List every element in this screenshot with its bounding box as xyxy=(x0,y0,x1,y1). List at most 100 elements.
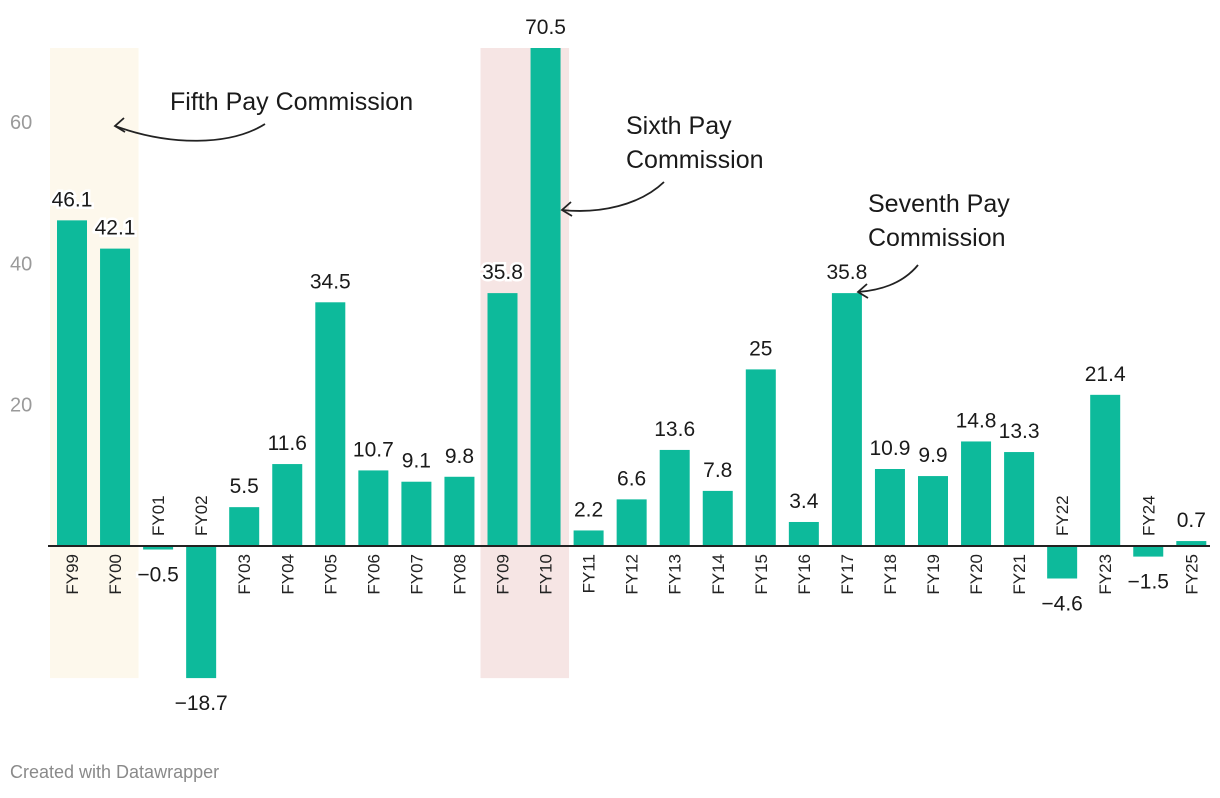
value-label: 3.4 xyxy=(789,490,819,513)
bar-FY12 xyxy=(616,499,647,546)
x-tick-label: FY08 xyxy=(450,554,469,595)
annotation-arrow xyxy=(114,123,266,142)
bar-FY02 xyxy=(186,546,217,679)
value-label: 46.1 xyxy=(52,188,93,211)
bar-FY21 xyxy=(1004,452,1035,546)
annotation-arrowhead xyxy=(560,201,573,217)
value-label: −4.6 xyxy=(1041,592,1082,615)
x-tick-label: FY23 xyxy=(1096,554,1115,595)
value-label: 13.6 xyxy=(654,418,695,441)
annotation-text: Seventh Pay xyxy=(868,190,1010,218)
bar-FY08 xyxy=(444,476,475,546)
x-axis-labels: FY99 FY00 FY01 FY02 FY03 FY04 FY05 FY06 FY07 FY08… xyxy=(63,495,1201,594)
bar-FY07 xyxy=(401,481,432,546)
value-label: 6.6 xyxy=(617,467,646,490)
value-label: −0.5 xyxy=(137,564,178,587)
annotations: Fifth Pay Commission Sixth Pay Commission S… xyxy=(113,88,1010,299)
value-label: −18.7 xyxy=(175,692,228,715)
value-label: 14.8 xyxy=(956,409,997,432)
bars xyxy=(57,48,1207,679)
x-tick-label: FY09 xyxy=(494,554,513,595)
bar-FY00 xyxy=(100,248,131,546)
x-tick-label: FY02 xyxy=(192,495,211,536)
bar-FY16 xyxy=(788,521,819,546)
bar-FY17 xyxy=(831,293,862,546)
x-tick-label: FY13 xyxy=(666,554,685,595)
x-tick-label: FY18 xyxy=(881,554,900,595)
annotation-text: Commission xyxy=(868,224,1006,252)
value-label: 42.1 xyxy=(95,217,136,240)
value-label: −1.5 xyxy=(1128,571,1169,594)
bar-FY09 xyxy=(487,293,518,546)
value-label: 21.4 xyxy=(1085,363,1126,386)
bar-FY25 xyxy=(1176,541,1207,546)
bar-FY04 xyxy=(272,464,303,546)
bar-FY24 xyxy=(1133,546,1164,557)
bar-FY15 xyxy=(745,369,776,546)
x-tick-label: FY25 xyxy=(1182,554,1201,595)
value-label: 9.9 xyxy=(918,444,947,467)
annotation-text: Commission xyxy=(626,146,764,174)
bar-FY11 xyxy=(573,530,604,546)
y-tick-label: 20 xyxy=(10,395,32,417)
y-tick-label: 60 xyxy=(10,112,32,134)
x-tick-label: FY14 xyxy=(709,554,728,595)
x-tick-label: FY19 xyxy=(924,554,943,595)
value-label: 34.5 xyxy=(310,270,351,293)
x-tick-label: FY06 xyxy=(364,554,383,595)
bar-FY22 xyxy=(1047,546,1078,579)
value-label: 0.7 xyxy=(1177,509,1206,532)
x-tick-label: FY04 xyxy=(278,554,297,595)
x-tick-label: FY01 xyxy=(149,495,168,536)
annotation-text: Fifth Pay Commission xyxy=(170,88,413,116)
bar-FY10 xyxy=(530,48,561,546)
value-label: 2.2 xyxy=(574,498,603,521)
x-tick-label: FY24 xyxy=(1139,495,1158,536)
bar-FY05 xyxy=(315,302,346,546)
value-label: 13.3 xyxy=(999,420,1040,443)
value-label: 70.5 xyxy=(525,16,566,39)
x-tick-label: FY15 xyxy=(752,554,771,595)
annotation-arrow xyxy=(857,264,919,293)
value-label: 35.8 xyxy=(482,261,523,284)
value-label: 35.8 xyxy=(826,261,867,284)
x-tick-label: FY22 xyxy=(1053,495,1072,536)
bar-FY14 xyxy=(702,490,733,546)
bar-FY20 xyxy=(961,441,992,546)
annotation-arrowhead xyxy=(113,117,126,133)
x-tick-label: FY05 xyxy=(321,554,340,595)
bar-FY03 xyxy=(229,507,260,546)
value-label: 7.8 xyxy=(703,459,732,482)
value-labels: 46.142.1 −0.5 −18.7 5.5 11.6 34.5 10.7 9.1 9.8 35… xyxy=(49,14,1208,718)
x-tick-label: FY12 xyxy=(623,554,642,595)
bar-FY06 xyxy=(358,470,389,546)
bar-FY13 xyxy=(659,449,690,546)
bar-FY19 xyxy=(918,476,948,546)
x-tick-label: FY21 xyxy=(1010,554,1029,595)
x-tick-label: FY17 xyxy=(838,554,857,595)
y-axis: 20 40 60 xyxy=(10,112,32,417)
value-label: 11.6 xyxy=(268,432,307,455)
y-tick-label: 40 xyxy=(10,253,32,275)
annotation-arrow xyxy=(561,181,665,212)
x-tick-label: FY10 xyxy=(537,554,556,595)
x-tick-label: FY07 xyxy=(407,554,426,595)
value-label: 10.9 xyxy=(870,437,911,460)
x-tick-label: FY99 xyxy=(63,554,82,595)
x-tick-label: FY00 xyxy=(106,554,125,595)
annotation-arrowhead xyxy=(856,283,869,299)
x-tick-label: FY20 xyxy=(967,554,986,595)
x-tick-label: FY16 xyxy=(795,554,814,595)
annotation-text: Sixth Pay xyxy=(626,112,732,140)
value-label: 9.8 xyxy=(445,445,474,468)
bar-FY18 xyxy=(874,469,905,546)
bar-FY99 xyxy=(57,220,87,546)
credit-text: Created with Datawrapper xyxy=(10,762,220,782)
bar-FY23 xyxy=(1090,394,1121,546)
value-label: 25 xyxy=(749,337,772,360)
x-tick-label: FY11 xyxy=(580,554,599,593)
value-label: 9.1 xyxy=(402,450,431,473)
value-label: 10.7 xyxy=(353,438,394,461)
x-tick-label: FY03 xyxy=(235,554,254,595)
